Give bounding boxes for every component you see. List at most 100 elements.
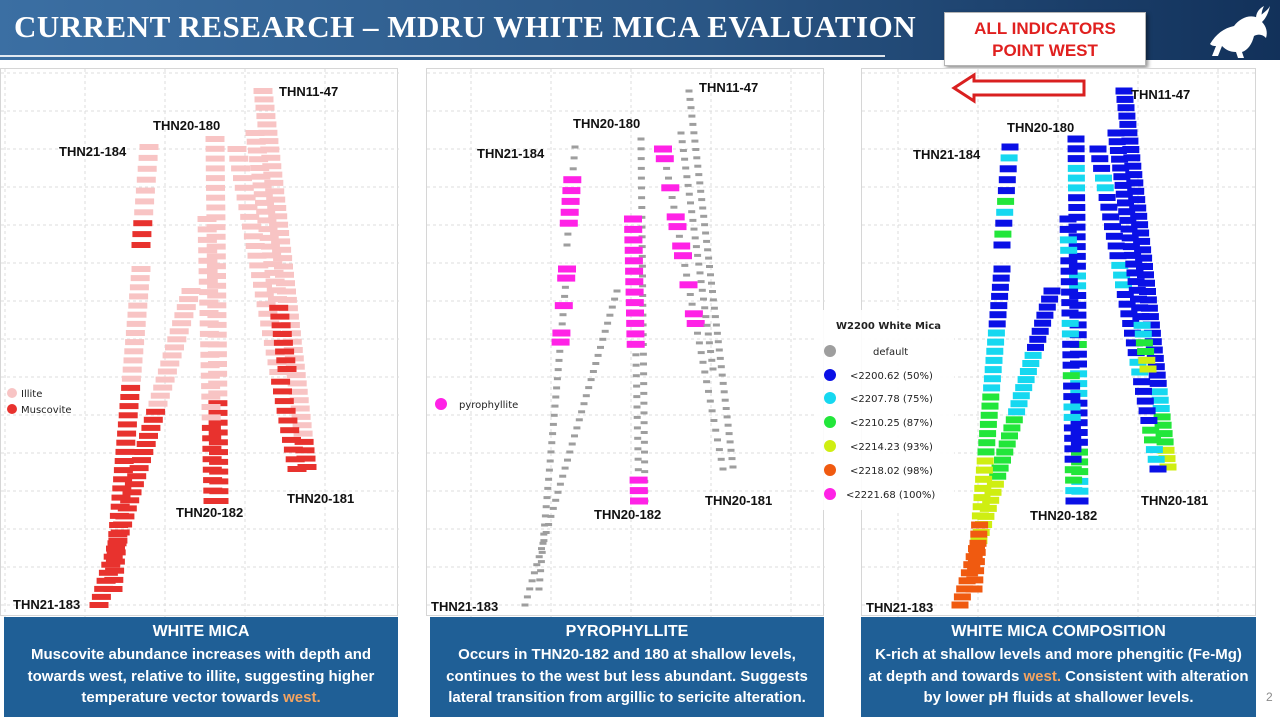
interval-THN20-180 (638, 186, 645, 190)
interval-THN21-184 (551, 404, 559, 408)
interval-THN20-180 (205, 145, 225, 152)
interval-THN21-184 (542, 505, 550, 509)
interval-THN20-181 (1114, 181, 1132, 189)
interval-THN20-182 (1061, 319, 1079, 327)
interval-THN11-47 (729, 465, 737, 469)
interval-THN20-180 (672, 242, 691, 250)
interval-THN21-183 (127, 473, 147, 480)
interval-THN20-180 (1124, 329, 1141, 337)
interval-THN20-182 (202, 445, 222, 452)
interval-THN21-184 (965, 585, 983, 593)
interval-THN21-184 (136, 176, 156, 183)
interval-THN11-47 (260, 146, 280, 153)
interval-THN11-47 (1154, 421, 1172, 429)
interval-THN20-181 (685, 192, 693, 196)
interval-THN21-184 (124, 348, 144, 355)
callout-line-2: POINT WEST (992, 41, 1098, 60)
title-underline (0, 55, 885, 57)
interval-THN20-182 (624, 246, 643, 254)
interval-THN21-184 (993, 265, 1011, 273)
interval-THN20-182 (1060, 278, 1078, 286)
interval-THN20-181 (245, 130, 265, 136)
interval-THN20-182 (633, 395, 641, 399)
interval-THN21-184 (984, 366, 1002, 374)
interval-THN11-47 (277, 296, 297, 303)
interval-THN21-184 (119, 403, 139, 410)
interval-THN20-180 (1069, 282, 1087, 290)
interval-THN20-180 (637, 166, 645, 170)
interval-THN21-183 (1031, 327, 1049, 335)
interval-THN20-180 (668, 223, 687, 231)
interval-THN21-183 (585, 386, 593, 390)
interval-THN11-47 (728, 457, 736, 461)
interval-THN20-180 (674, 252, 692, 260)
interval-THN11-47 (708, 281, 715, 285)
interval-THN11-47 (1124, 162, 1142, 170)
white-mica-section: THN11-47 THN20-180 THN21-184 THN20-182 T… (1, 69, 399, 617)
drillhole-traces (89, 88, 317, 608)
interval-THN20-181 (272, 331, 292, 337)
interval-THN11-47 (1146, 354, 1164, 362)
interval-THN11-47 (1159, 463, 1177, 471)
interval-THN21-184 (555, 358, 563, 362)
interval-THN11-47 (1127, 187, 1145, 195)
interval-THN20-182 (625, 267, 644, 275)
interval-THN21-184 (535, 587, 543, 591)
interval-THN20-180 (640, 421, 648, 425)
white-mica-panel: THN11-47 THN20-180 THN21-184 THN20-182 T… (0, 68, 399, 617)
interval-THN20-181 (257, 217, 277, 224)
interval-THN21-183 (1022, 360, 1040, 367)
interval-THN21-183 (564, 458, 571, 462)
interval-THN20-181 (1134, 330, 1152, 338)
interval-THN21-183 (559, 474, 567, 478)
interval-THN20-180 (712, 428, 720, 432)
interval-THN21-184 (991, 283, 1009, 291)
interval-THN11-47 (296, 455, 316, 462)
interval-THN20-182 (626, 340, 645, 348)
interval-THN20-180 (245, 243, 265, 249)
interval-THN20-180 (208, 400, 228, 407)
interval-THN21-184 (105, 567, 125, 574)
interval-THN21-184 (116, 439, 136, 446)
page-title: CURRENT RESEARCH – MDRU WHITE MICA EVALU… (14, 9, 917, 44)
interval-THN21-184 (972, 503, 990, 511)
interval-THN20-181 (251, 173, 271, 180)
interval-THN21-184 (123, 357, 143, 364)
interval-THN21-184 (1001, 143, 1019, 151)
interval-THN11-47 (713, 331, 721, 335)
interval-THN21-183 (1027, 343, 1044, 351)
interval-THN21-183 (998, 440, 1016, 448)
interval-THN11-47 (1157, 446, 1175, 454)
legend-label-4: <2214.23 (93%) (850, 442, 933, 453)
interval-THN21-184 (983, 375, 1001, 383)
interval-THN11-47 (693, 156, 701, 160)
interval-THN21-184 (970, 530, 988, 538)
interval-THN21-183 (1029, 335, 1047, 343)
interval-THN11-47 (691, 139, 699, 143)
interval-THN20-180 (695, 341, 703, 345)
interval-THN20-180 (640, 411, 648, 415)
composition-caption: WHITE MICA COMPOSITION K-rich at shallow… (861, 617, 1256, 717)
interval-THN20-181 (687, 201, 694, 205)
interval-THN20-182 (1060, 257, 1078, 265)
interval-THN21-183 (89, 602, 109, 608)
interval-THN20-180 (1118, 300, 1136, 308)
interval-THN11-47 (256, 113, 276, 120)
interval-THN21-184 (544, 486, 552, 490)
interval-THN21-183 (530, 571, 538, 575)
interval-THN20-181 (271, 322, 291, 329)
interval-THN21-184 (133, 220, 153, 227)
interval-THN11-47 (278, 305, 298, 312)
interval-THN20-182 (199, 289, 219, 296)
interval-THN11-47 (287, 380, 307, 387)
interval-THN21-184 (977, 448, 995, 456)
interval-THN20-182 (202, 435, 222, 442)
interval-THN21-184 (138, 154, 158, 161)
interval-THN20-180 (679, 281, 698, 289)
interval-THN20-181 (703, 323, 711, 327)
interval-THN11-47 (291, 413, 311, 420)
interval-THN20-180 (1120, 310, 1138, 318)
interval-THN21-184 (115, 448, 135, 455)
interval-THN20-181 (269, 304, 289, 311)
interval-THN21-183 (179, 296, 199, 303)
